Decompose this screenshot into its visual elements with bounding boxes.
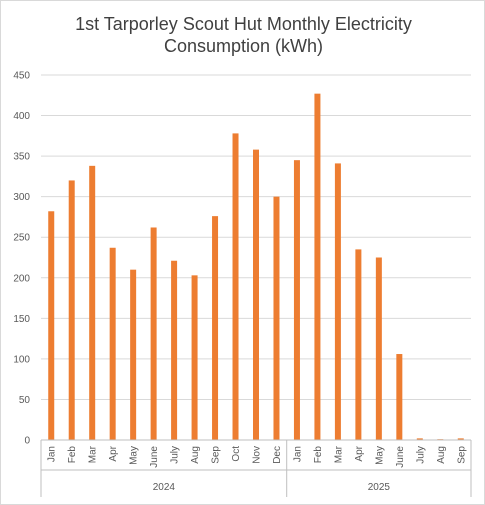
y-tick-label: 50 [19,395,31,406]
bar [150,227,157,440]
bar [232,133,239,440]
bar [109,247,116,440]
bar [355,249,362,440]
x-tick-label: Sep [211,446,222,464]
x-tick-label: Nov [252,446,263,464]
x-tick-label: May [129,446,140,465]
x-tick-label: Sep [456,446,467,464]
bar [48,211,55,440]
x-tick-label: Jan [292,446,303,462]
y-tick-label: 300 [13,192,30,203]
x-tick-label: Dec [272,446,283,464]
y-tick-label: 450 [13,71,30,82]
y-tick-label: 0 [24,436,30,447]
y-tick-label: 100 [13,354,30,365]
bar [273,196,280,440]
y-tick-label: 200 [13,273,30,284]
y-tick-label: 150 [13,314,30,325]
y-tick-label: 400 [13,111,30,122]
x-tick-label: Mar [333,445,344,463]
x-tick-label: July [415,446,426,464]
bar [253,149,259,440]
x-tick-label: Apr [108,445,119,461]
x-tick-label: Mar [88,445,99,463]
x-tick-label: Aug [436,446,447,464]
bar [416,438,423,440]
x-axis: Jan Feb Mar Apr May June July Aug Sep Oct Nov Dec Ja… [40,439,472,497]
x-tick-label: Feb [313,446,324,464]
bar [130,269,137,440]
group-label: 2024 [153,482,176,493]
bar [171,260,178,440]
bar [396,354,403,440]
bar [375,257,382,440]
x-tick-label: Oct [231,446,242,462]
x-tick-label: Feb [67,446,78,464]
bar [212,216,219,440]
bar [293,160,300,440]
chart-title-line-2: Consumption (kWh) [163,36,324,56]
chart-title: 1st Tarporley Scout Hut Monthly Electric… [21,13,466,57]
x-tick-label: Aug [190,446,201,464]
bar [457,438,464,440]
group-label: 2025 [368,482,391,493]
y-tick-label: 250 [13,233,30,244]
chart-title-line-1: 1st Tarporley Scout Hut Monthly Electric… [75,14,412,34]
bar [334,163,341,440]
y-axis-ticks: 0 50 100 150 200 250 300 350 400 450 [13,71,30,447]
x-tick-label: July [170,446,181,464]
x-tick-label: Apr [354,445,365,461]
x-tick-label: June [149,446,160,468]
bar [191,275,198,440]
y-tick-label: 350 [13,152,30,163]
bar [314,93,321,441]
bars [48,93,464,441]
bar [89,165,96,440]
x-tick-label: June [395,446,406,468]
x-tick-label: May [374,446,385,465]
bar [68,180,75,440]
x-tick-label: Jan [47,446,58,462]
